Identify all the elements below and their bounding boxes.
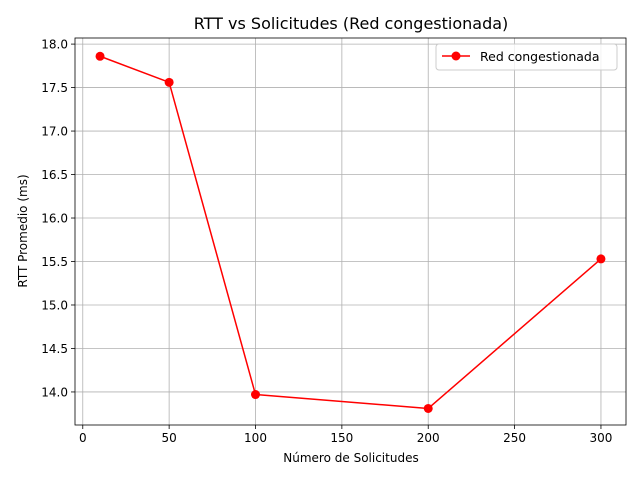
x-tick-label: 100: [244, 431, 267, 445]
x-tick-label: 0: [79, 431, 87, 445]
x-tick-label: 200: [417, 431, 440, 445]
data-point: [95, 51, 105, 61]
x-tick-label: 50: [161, 431, 176, 445]
legend-entry-label: Red congestionada: [480, 49, 600, 64]
x-axis-ticks: 0 50 100 150 200 250 300: [79, 425, 612, 445]
x-tick-label: 150: [330, 431, 353, 445]
data-point: [164, 77, 174, 87]
gridlines: [75, 38, 626, 425]
legend-marker: [451, 51, 461, 61]
plot-area: [75, 38, 626, 425]
y-tick-label: 15.5: [41, 255, 68, 269]
y-tick-label: 17.0: [41, 125, 68, 139]
data-point: [596, 254, 606, 264]
x-tick-label: 300: [590, 431, 613, 445]
plot-frame: [74, 37, 627, 426]
series-layer: [95, 51, 606, 413]
y-tick-label: 16.0: [41, 212, 68, 226]
y-tick-label: 14.0: [41, 385, 68, 399]
y-tick-label: 14.5: [41, 342, 68, 356]
y-tick-label: 18.0: [41, 38, 68, 52]
legend-box: [435, 43, 618, 71]
y-tick-label: 15.0: [41, 298, 68, 312]
y-tick-label: 16.5: [41, 168, 68, 182]
y-axis-ticks: 14.0 14.5 15.0 15.5 16.0 16.5 17.0 17.5 18.0: [41, 38, 75, 399]
data-point: [423, 403, 433, 413]
legend: Red congestionada: [435, 43, 618, 71]
chart-title: RTT vs Solicitudes (Red congestionada): [194, 14, 509, 33]
y-tick-label: 17.5: [41, 81, 68, 95]
x-axis-label: Número de Solicitudes: [283, 451, 418, 465]
y-axis-label: RTT Promedio (ms): [16, 174, 30, 287]
x-tick-label: 250: [503, 431, 526, 445]
data-point: [251, 390, 260, 400]
